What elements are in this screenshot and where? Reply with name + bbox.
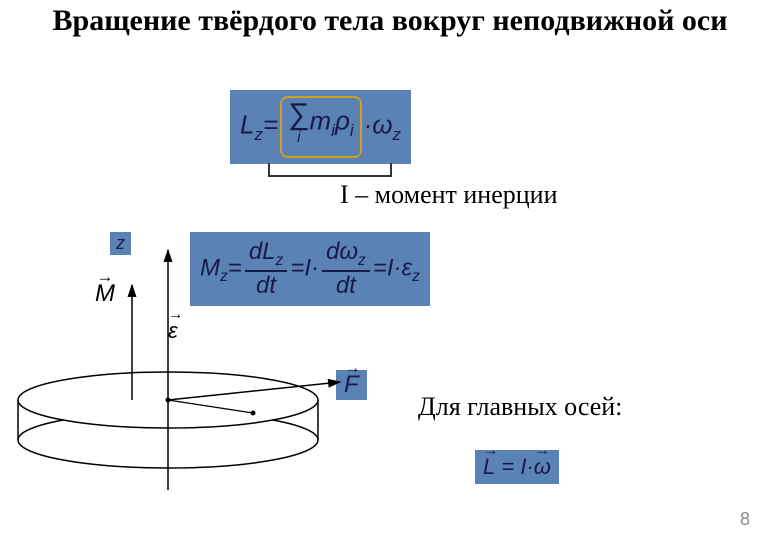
f1-lhs-sub: z <box>254 125 262 144</box>
f1-paren: ∑imiρi <box>280 96 362 158</box>
page-number: 8 <box>740 509 750 530</box>
f1-omega-sub: z <box>393 125 401 144</box>
f3-omega: ω <box>534 454 551 480</box>
f1-lhs: L <box>240 110 254 140</box>
principal-axes-label: Для главных осей: <box>418 392 622 422</box>
f3-I: I <box>520 454 526 479</box>
f2-I2: I <box>387 254 394 281</box>
f2-domega-sub: z <box>358 252 366 269</box>
formula-angular-momentum: Lz=∑imiρi·ωz <box>230 90 411 164</box>
formula-L-equals-I-omega: L = I·ω <box>475 450 559 484</box>
page-title: Вращение твёрдого тела вокруг неподвижно… <box>0 0 780 39</box>
underbrace <box>268 163 392 177</box>
rotation-diagram <box>8 230 348 510</box>
f1-omega: ω <box>372 110 392 140</box>
f3-L: L <box>483 454 495 480</box>
f1-rho-sub: i <box>350 121 354 140</box>
f1-rho: ρ <box>335 106 350 136</box>
f1-m: m <box>310 106 332 136</box>
f2-eps-sub: z <box>412 268 420 285</box>
f2-eps: ε <box>402 254 413 281</box>
f1-sumvar: i <box>288 130 309 146</box>
sigma: ∑i <box>288 100 309 146</box>
moment-of-inertia-label: I – момент инерции <box>340 180 558 210</box>
